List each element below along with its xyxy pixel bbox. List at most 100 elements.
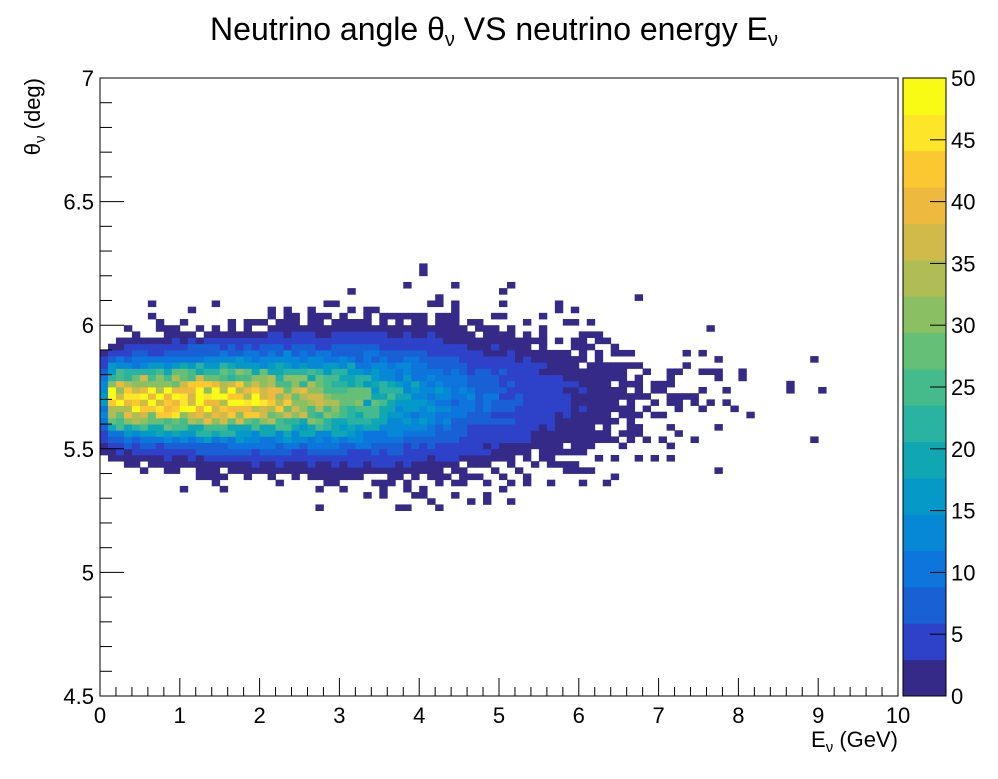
heatmap-cell — [530, 405, 540, 413]
heatmap-cell — [570, 368, 580, 376]
heatmap-cell — [347, 467, 356, 474]
heatmap-cell — [291, 430, 300, 437]
heatmap-cell — [355, 411, 364, 419]
heatmap-cell — [267, 343, 276, 351]
heatmap-cell — [554, 362, 564, 369]
heatmap-cell — [355, 380, 364, 388]
heatmap-cell — [538, 374, 548, 382]
heatmap-cell — [530, 424, 540, 431]
heatmap-cell — [634, 374, 644, 382]
heatmap-cell — [610, 349, 620, 357]
heatmap-cell — [251, 436, 260, 444]
heatmap-cell — [459, 349, 468, 357]
heatmap-cell — [411, 380, 420, 388]
heatmap-cell — [259, 448, 268, 456]
heatmap-cell — [243, 417, 253, 425]
heatmap-cell — [522, 442, 532, 450]
heatmap-cell — [491, 430, 500, 437]
heatmap-cell — [251, 337, 260, 345]
heatmap-cell — [259, 356, 268, 363]
heatmap-cell — [403, 417, 412, 425]
heatmap-cell — [626, 405, 636, 413]
heatmap-cell — [339, 374, 348, 382]
heatmap-cell — [299, 461, 308, 468]
heatmap-cell — [451, 343, 460, 351]
heatmap-cell — [594, 417, 604, 425]
heatmap-cell — [251, 430, 260, 437]
heatmap-cell — [475, 442, 484, 450]
heatmap-cell — [219, 356, 229, 363]
heatmap-cell — [203, 417, 213, 425]
heatmap-cell — [475, 405, 484, 413]
heatmap-cell — [371, 405, 380, 413]
heatmap-cell — [483, 331, 492, 338]
heatmap-cell — [443, 461, 452, 468]
heatmap-cell — [459, 430, 468, 437]
heatmap-cell — [435, 461, 444, 468]
heatmap-cell — [554, 461, 564, 468]
colorbar-segment — [903, 114, 946, 152]
heatmap-cell — [491, 411, 500, 419]
heatmap-cell — [299, 349, 308, 357]
heatmap-cell — [171, 436, 181, 444]
heatmap-cell — [514, 374, 524, 382]
heatmap-cell — [331, 349, 340, 357]
heatmap-cell — [634, 393, 644, 400]
heatmap-cell — [371, 368, 380, 376]
heatmap-cell — [411, 399, 420, 406]
heatmap-cell — [155, 393, 165, 400]
colorbar-tick-label: 30 — [951, 313, 975, 338]
heatmap-cell — [658, 411, 667, 419]
heatmap-cell — [467, 374, 476, 382]
heatmap-cell — [411, 411, 420, 419]
heatmap-cell — [211, 430, 221, 437]
heatmap-cell — [339, 343, 348, 351]
heatmap-cell — [475, 393, 484, 400]
heatmap-cell — [251, 349, 260, 357]
heatmap-cell — [315, 349, 324, 357]
heatmap-cell — [522, 356, 532, 363]
heatmap-cell — [267, 362, 276, 369]
heatmap-cell — [570, 405, 580, 413]
heatmap-cell — [235, 337, 245, 345]
heatmap-cell — [347, 349, 356, 357]
heatmap-cell — [546, 417, 556, 425]
heatmap-cell — [291, 380, 300, 388]
heatmap-cell — [594, 374, 604, 382]
heatmap-cell — [475, 374, 484, 382]
heatmap-cell — [618, 380, 628, 388]
heatmap-cell — [467, 343, 476, 351]
heatmap-cell — [147, 387, 157, 394]
heatmap-cell — [123, 424, 133, 431]
heatmap-cell — [195, 337, 205, 345]
heatmap-cell — [379, 331, 388, 338]
heatmap-cell — [483, 436, 492, 444]
heatmap-cell — [347, 430, 356, 437]
heatmap-cell — [163, 387, 173, 394]
y-tick-label: 6.5 — [63, 190, 94, 215]
x-tick-label: 2 — [253, 703, 265, 728]
heatmap-cell — [666, 393, 675, 400]
heatmap-cell — [491, 325, 500, 332]
heatmap-cell — [435, 356, 444, 363]
heatmap-cell — [267, 374, 276, 382]
heatmap-cell — [195, 362, 205, 369]
heatmap-cell — [451, 331, 460, 338]
heatmap-cell — [451, 479, 460, 487]
heatmap-cell — [698, 368, 707, 376]
heatmap-cell — [810, 356, 819, 363]
heatmap-cell — [259, 411, 268, 419]
heatmap-cell — [123, 454, 133, 462]
heatmap-cell — [411, 405, 420, 413]
colorbar-tick-label: 15 — [951, 499, 975, 524]
heatmap-cell — [355, 417, 364, 425]
heatmap-cell — [618, 442, 628, 450]
heatmap-cell — [435, 337, 444, 345]
heatmap-cell — [323, 362, 332, 369]
heatmap-cell — [179, 343, 189, 351]
heatmap-cell — [419, 331, 428, 338]
heatmap-cell — [371, 349, 380, 357]
heatmap-cell — [379, 430, 388, 437]
heatmap-cell — [403, 362, 412, 369]
heatmap-cell — [123, 417, 133, 425]
